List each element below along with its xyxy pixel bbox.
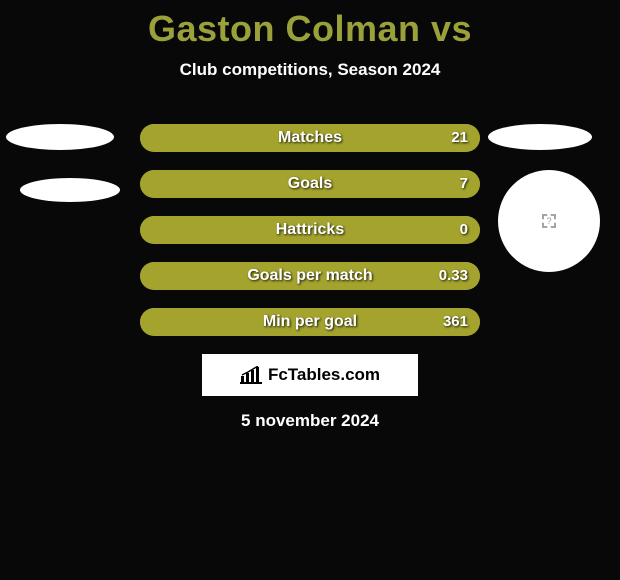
- stat-bar-value: 7: [460, 170, 468, 198]
- decor-ellipse-left-2: [20, 178, 120, 202]
- stat-bar-label: Min per goal: [140, 308, 480, 336]
- brand-text: FcTables.com: [268, 365, 380, 385]
- decor-ellipse-left-1: [6, 124, 114, 150]
- title-vs: vs: [420, 8, 472, 49]
- stat-bar-value: 0: [460, 216, 468, 244]
- stat-bar: Goals per match0.33: [140, 262, 480, 290]
- stat-bar-value: 21: [451, 124, 468, 152]
- date-line: 5 november 2024: [0, 411, 620, 431]
- stat-bar-value: 361: [443, 308, 468, 336]
- stat-bar: Min per goal361: [140, 308, 480, 336]
- title-player: Gaston Colman: [148, 8, 421, 49]
- page-title: Gaston Colman vs: [0, 0, 620, 50]
- stat-bar-label: Goals per match: [140, 262, 480, 290]
- decor-ellipse-right: [488, 124, 592, 150]
- stat-bar-label: Goals: [140, 170, 480, 198]
- stat-bar-label: Matches: [140, 124, 480, 152]
- stat-bar: Hattricks0: [140, 216, 480, 244]
- decor-circle-right: ?: [498, 170, 600, 272]
- chart-icon: [240, 366, 262, 384]
- stats-bars: Matches21 Goals7 Hattricks0 Goals per match…: [140, 124, 480, 354]
- placeholder-icon: ?: [542, 214, 556, 228]
- brand-box[interactable]: FcTables.com: [202, 354, 418, 396]
- stat-bar-label: Hattricks: [140, 216, 480, 244]
- stat-bar: Matches21: [140, 124, 480, 152]
- stat-bar-value: 0.33: [439, 262, 468, 290]
- stat-bar: Goals7: [140, 170, 480, 198]
- subtitle: Club competitions, Season 2024: [0, 60, 620, 80]
